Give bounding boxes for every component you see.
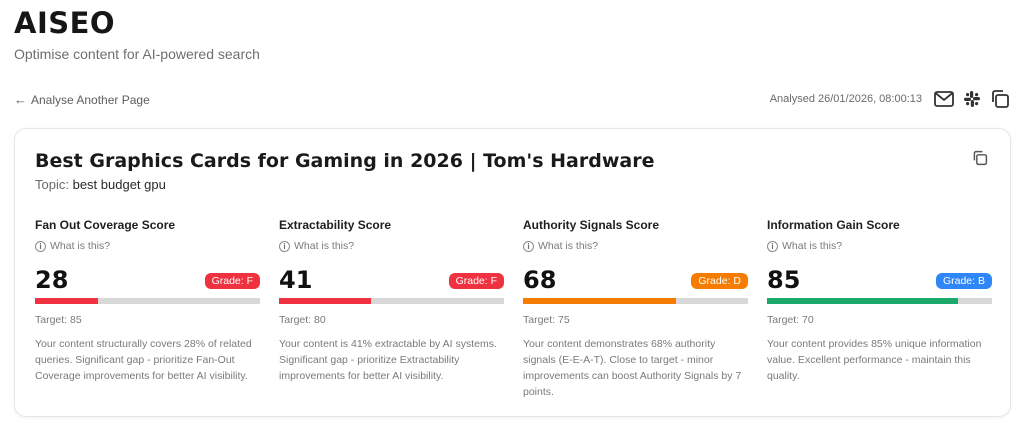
metric-name: Extractability Score — [279, 218, 392, 232]
score-description: Your content provides 85% unique informa… — [767, 338, 982, 382]
target-value: Target: 80 — [279, 314, 326, 326]
topic: Topic: best budget gpu — [35, 177, 166, 192]
metric-name: Information Gain Score — [767, 218, 900, 232]
app-title: AISEO — [14, 6, 116, 40]
what-is-this-link[interactable]: i What is this? — [523, 240, 748, 252]
what-is-this-label: What is this? — [294, 240, 355, 252]
topic-value: best budget gpu — [72, 177, 166, 192]
analysed-timestamp: Analysed 26/01/2026, 08:00:13 — [769, 93, 922, 105]
score-bar — [279, 298, 504, 304]
score-bar-fill — [279, 298, 372, 304]
back-link-label: Analyse Another Page — [31, 92, 150, 107]
target-value: Target: 85 — [35, 314, 82, 326]
score-bar-fill — [523, 298, 676, 304]
score-value: 85 — [767, 266, 801, 294]
score-value: 68 — [523, 266, 557, 294]
metrics-row: Fan Out Coverage Score i What is this? 2… — [35, 218, 992, 400]
score-bar-fill — [767, 298, 959, 304]
what-is-this-label: What is this? — [50, 240, 111, 252]
copy-icon[interactable] — [990, 89, 1010, 109]
grade-badge: Grade: B — [935, 273, 992, 289]
what-is-this-label: What is this? — [782, 240, 843, 252]
metric-name: Fan Out Coverage Score — [35, 218, 176, 232]
what-is-this-link[interactable]: i What is this? — [767, 240, 992, 252]
target-value: Target: 75 — [523, 314, 570, 326]
metric-extractability: Extractability Score i What is this? 41 … — [279, 218, 504, 400]
score-bar — [523, 298, 748, 304]
info-icon: i — [767, 240, 778, 252]
slack-icon[interactable] — [962, 89, 982, 109]
what-is-this-link[interactable]: i What is this? — [35, 240, 260, 252]
metric-name: Authority Signals Score — [523, 218, 660, 232]
score-value: 28 — [35, 266, 69, 294]
score-bar — [35, 298, 260, 304]
info-icon: i — [279, 240, 290, 252]
info-icon: i — [523, 240, 534, 252]
score-bar — [767, 298, 992, 304]
copy-icon[interactable] — [970, 148, 990, 168]
info-icon: i — [35, 240, 46, 252]
app-subtitle: Optimise content for AI-powered search — [14, 46, 260, 62]
analyse-another-page-link[interactable]: ← Analyse Another Page — [14, 92, 150, 107]
analysis-card: Best Graphics Cards for Gaming in 2026 |… — [14, 128, 1011, 417]
arrow-left-icon: ← — [14, 92, 27, 107]
score-value: 41 — [279, 266, 313, 294]
page-title: Best Graphics Cards for Gaming in 2026 |… — [35, 150, 655, 172]
metric-information-gain: Information Gain Score i What is this? 8… — [767, 218, 992, 400]
score-bar-fill — [35, 298, 98, 304]
what-is-this-label: What is this? — [538, 240, 599, 252]
what-is-this-link[interactable]: i What is this? — [279, 240, 504, 252]
mail-icon[interactable] — [934, 89, 954, 109]
grade-badge: Grade: F — [204, 273, 260, 289]
metric-authority-signals: Authority Signals Score i What is this? … — [523, 218, 748, 400]
meta-bar: Analysed 26/01/2026, 08:00:13 — [770, 89, 1010, 109]
score-description: Your content structurally covers 28% of … — [35, 338, 252, 382]
metric-fan-out-coverage: Fan Out Coverage Score i What is this? 2… — [35, 218, 260, 400]
topic-label: Topic: — [35, 177, 69, 192]
score-description: Your content demonstrates 68% authority … — [523, 338, 742, 398]
grade-badge: Grade: F — [448, 273, 504, 289]
score-description: Your content is 41% extractable by AI sy… — [279, 338, 497, 382]
grade-badge: Grade: D — [691, 273, 748, 289]
target-value: Target: 70 — [767, 314, 814, 326]
